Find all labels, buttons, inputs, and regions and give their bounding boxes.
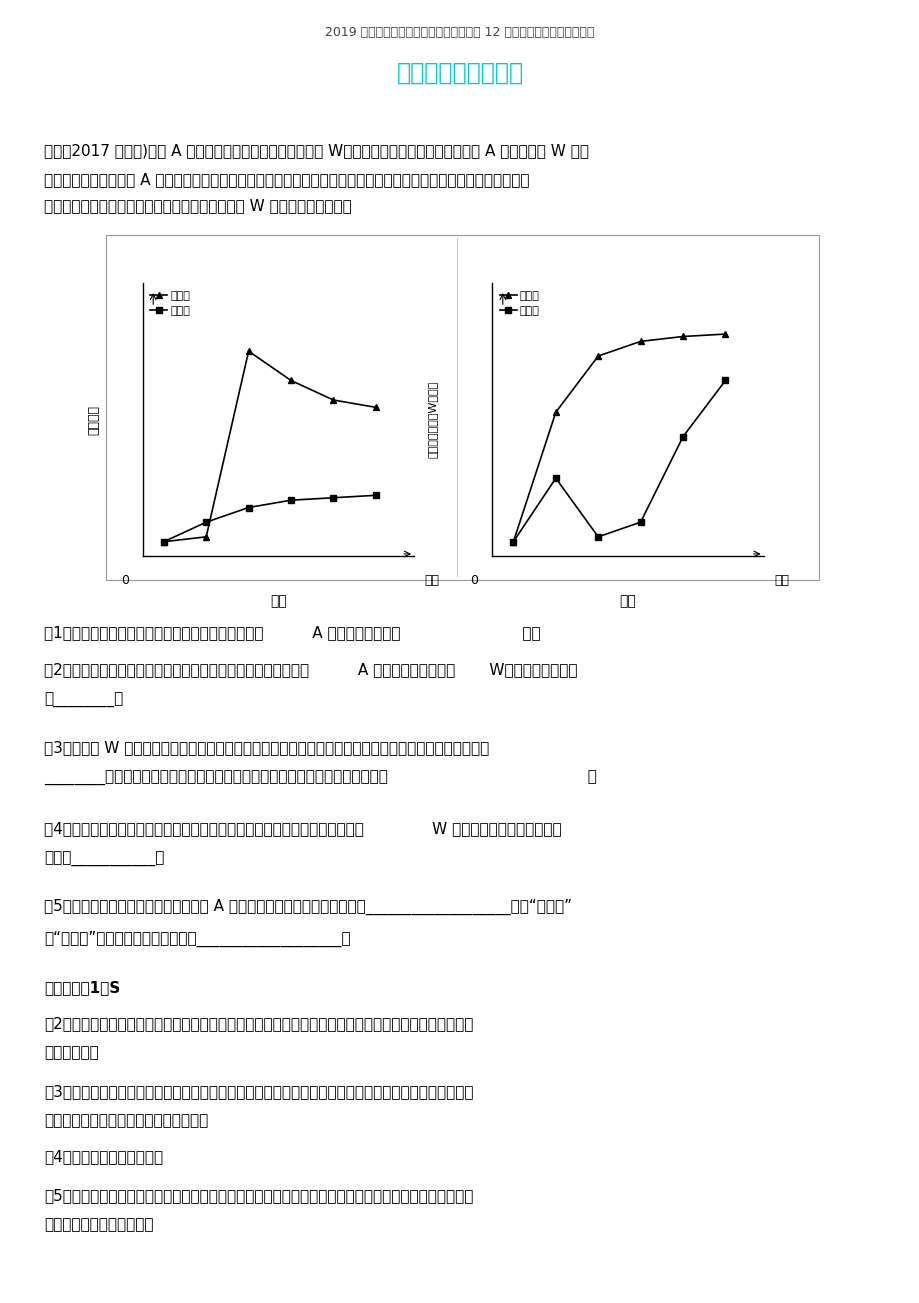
Text: 【答案】（1）S: 【答案】（1）S <box>44 980 120 995</box>
Text: （2）综合图甲和图乙的信息可知，在生产上，若要用少许的绻藻          A 获取尽可能多的物质       W，能够采纳的举措: （2）综合图甲和图乙的信息可知，在生产上，若要用少许的绻藻 A 获取尽可能多的物… <box>44 662 577 678</box>
Text: 各组培液中物质W的含量: 各组培液中物质W的含量 <box>427 380 437 459</box>
Text: ________。用纸层析法能够将类胡萨卜素与叶绻素分开，纸层析法分别的原理是                                         : ________。用纸层析法能够将类胡萨卜素与叶绻素分开，纸层析法分别的原理是 <box>44 771 596 787</box>
Text: 时间: 时间 <box>774 573 789 586</box>
Text: （3）萤取类胡萨卜素和叶绻素在层析液（有机溶剂）中的溶解度不一样，溶解度高的随层析液在滤纸上的: （3）萤取类胡萨卜素和叶绻素在层析液（有机溶剂）中的溶解度不一样，溶解度高的随层… <box>44 1084 473 1100</box>
Text: （5）与在光照条件下对比，若要使绻藻 A 在黑暗条件下增殖，需要为其供应___________________（填“葡萄糖”: （5）与在光照条件下对比，若要使绻藻 A 在黑暗条件下增殖，需要为其供应____… <box>44 899 572 915</box>
Text: （2）先将少许绻藻放在氮营养正常的培育液培育，等到细胞浓度最高时集中采集，再放在氮营养缺少的培: （2）先将少许绻藻放在氮营养正常的培育液培育，等到细胞浓度最高时集中采集，再放在… <box>44 1016 473 1032</box>
Legend: 对照组, 实验组: 对照组, 实验组 <box>148 288 192 318</box>
Text: 0: 0 <box>120 573 129 586</box>
Text: （1）从图甲可知，在氮营养正常培育液的瓶中，绻藻          A 的种群增添曲线呈                         型。: （1）从图甲可知，在氮营养正常培育液的瓶中，绻藻 A 的种群增添曲线呈 型。 <box>44 625 540 641</box>
Text: 是________。: 是________。 <box>44 693 123 709</box>
Text: 图甲: 图甲 <box>269 594 287 609</box>
Text: （4）培育基中的氮营养浓度: （4）培育基中的氮营养浓度 <box>44 1149 163 1165</box>
Text: 细胞浓度: 细胞浓度 <box>87 404 100 435</box>
Text: 育液持续培育: 育液持续培育 <box>44 1045 99 1061</box>
Text: （4）在以上研究的基础上，某人拟设计实验进一步研究氮营养缺少程度对物质              W 累积的影响，则该实验的自: （4）在以上研究的基础上，某人拟设计实验进一步研究氮营养缺少程度对物质 W 累积… <box>44 821 562 837</box>
Text: （5）葡萄糖在黑暗下，绻藻不可以进行光合作用合成糖类（有机物），需要汲取葡萄糖为营养物质，而纴: （5）葡萄糖在黑暗下，绻藻不可以进行光合作用合成糖类（有机物），需要汲取葡萄糖为… <box>44 1188 473 1204</box>
Text: 变量是___________。: 变量是___________。 <box>44 852 165 868</box>
Text: 2019 高考生物三轮冲刺大题提分大题精做 12 植物有效成分的提取含分析: 2019 高考生物三轮冲刺大题提分大题精做 12 植物有效成分的提取含分析 <box>325 26 594 39</box>
Text: 例：（2017 海南卷)绻藻 A 是某种单细胞绻藻，能够合成物质 W。某小组为研究氮营养缺少对绻藻 A 增殖及物质 W 累计: 例：（2017 海南卷)绻藻 A 是某种单细胞绻藻，能够合成物质 W。某小组为研… <box>44 143 588 159</box>
Text: 图乙: 图乙 <box>618 594 636 609</box>
Text: 维素不可以被绻藻汲取利用: 维素不可以被绻藻汲取利用 <box>44 1217 153 1233</box>
Text: 0: 0 <box>470 573 478 586</box>
Text: 时间: 时间 <box>425 573 439 586</box>
Text: 的影响，将等量的绻藻 A 分别接种在氮营养缺少（实验组）和氮营养正常（比较组）的两瓶培育液中，并在适合温度和: 的影响，将等量的绻藻 A 分别接种在氮营养缺少（实验组）和氮营养正常（比较组）的… <box>44 172 529 188</box>
Text: 或“纴维素”）作为营养物质，原由是___________________。: 或“纴维素”）作为营养物质，原由是___________________。 <box>44 930 350 946</box>
Text: （3）若物质 W 是类胡萨卜素，依据类胡萨卜素不易挥发和易于溶于有机溶剂的特色，应选择的提取方法是: （3）若物质 W 是类胡萨卜素，依据类胡萨卜素不易挥发和易于溶于有机溶剂的特色，… <box>44 740 489 756</box>
Text: 植物有效成分的提取: 植物有效成分的提取 <box>396 61 523 85</box>
Legend: 对照组, 实验组: 对照组, 实验组 <box>497 288 541 318</box>
Text: 必定光强下培育。准时取样并检测细胞浓度和物质 W 的含量，结果如图。: 必定光强下培育。准时取样并检测细胞浓度和物质 W 的含量，结果如图。 <box>44 198 352 214</box>
Text: 扩散速度快，反之则慢，从而将它们分别: 扩散速度快，反之则慢，从而将它们分别 <box>44 1113 209 1128</box>
Bar <box>106 235 818 580</box>
